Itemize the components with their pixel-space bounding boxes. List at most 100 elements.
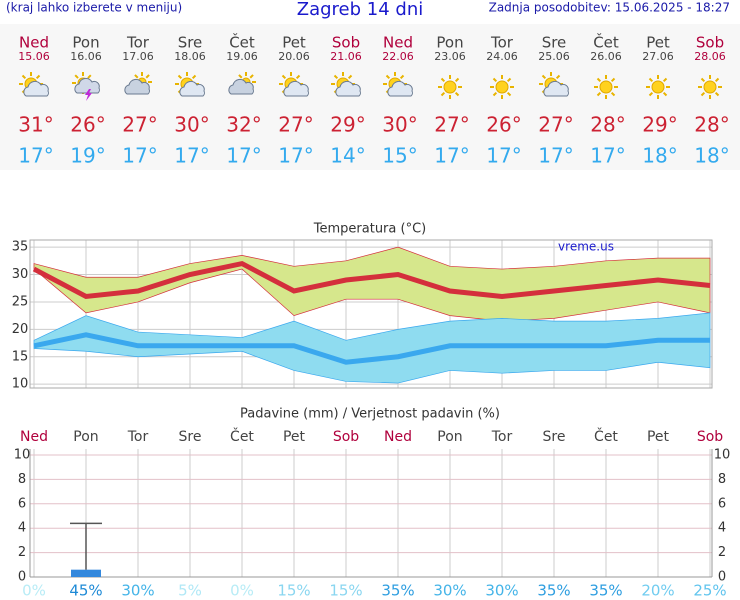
y-tick-label: 15 <box>12 349 29 364</box>
day-date: 25.06 <box>538 50 570 63</box>
sun-ray <box>555 74 561 80</box>
min-temperature: 17° <box>590 144 625 168</box>
sun-ray <box>145 74 150 79</box>
sun-ray <box>700 77 706 83</box>
x-tick-label: Tor <box>491 429 513 445</box>
x-tick-label: Čet <box>594 427 618 445</box>
sun-ray <box>249 74 254 79</box>
day-date: 22.06 <box>382 50 414 63</box>
sun-ray <box>610 77 616 83</box>
min-temperature: 17° <box>174 144 209 168</box>
day-date: 26.06 <box>590 50 622 63</box>
weather-icon <box>539 72 569 97</box>
sun-ray <box>238 74 243 79</box>
sun-ray <box>177 74 183 80</box>
sun-ray <box>281 74 287 80</box>
y-tick-label: 10 <box>14 448 31 463</box>
min-temperature: 18° <box>694 144 729 168</box>
min-temperature: 17° <box>486 144 521 168</box>
sun-ray <box>21 74 27 80</box>
y-tick-label: 8 <box>18 472 26 487</box>
sun-ray <box>399 74 405 80</box>
sun <box>443 80 457 94</box>
sun-ray <box>440 91 446 97</box>
cloud <box>543 80 569 97</box>
max-temperature: 30° <box>174 113 209 137</box>
probability-label: 15% <box>329 582 362 600</box>
y2-tick-label: 10 <box>714 448 731 463</box>
x-tick-label: Sob <box>697 429 723 445</box>
plot-frame <box>29 239 713 389</box>
temperature-band <box>33 312 711 384</box>
day-name: Pon <box>72 34 99 52</box>
weather-icon <box>383 72 413 97</box>
day-name: Pet <box>282 34 306 52</box>
y-tick-label: 0 <box>18 570 26 585</box>
weather-icon <box>331 72 361 97</box>
day-date: 19.06 <box>226 50 258 63</box>
y-tick-label: 35 <box>12 240 29 255</box>
probability-label: 35% <box>381 582 414 600</box>
day-name: Ned <box>383 34 413 52</box>
day-name: Tor <box>490 34 514 52</box>
y-tick-label: 6 <box>18 496 26 511</box>
max-temperature: 28° <box>590 113 625 137</box>
sun-ray <box>35 74 41 80</box>
probability-label: 25% <box>693 582 726 600</box>
day-date: 16.06 <box>70 50 102 63</box>
y-tick-label: 2 <box>18 545 26 560</box>
max-temperature: 27° <box>538 113 573 137</box>
sun-ray <box>74 74 79 79</box>
sun-ray <box>596 77 602 83</box>
day-date: 27.06 <box>642 50 674 63</box>
min-temperature: 17° <box>278 144 313 168</box>
min-temperature: 14° <box>330 144 365 168</box>
day-date: 18.06 <box>174 50 206 63</box>
sun-ray <box>134 74 139 79</box>
menu-note: (kraj lahko izberete v meniju) <box>6 1 182 15</box>
x-tick-label: Ned <box>20 429 48 445</box>
y2-tick-label: 6 <box>718 496 726 511</box>
sun-ray <box>454 91 460 97</box>
probability-label: 30% <box>121 582 154 600</box>
min-temperature: 17° <box>226 144 261 168</box>
min-temperature: 17° <box>18 144 53 168</box>
max-temperature: 26° <box>70 113 105 137</box>
sun <box>599 80 613 94</box>
cloud <box>283 80 309 97</box>
y2-tick-label: 4 <box>718 521 726 536</box>
day-name: Pet <box>646 34 670 52</box>
sun-ray <box>295 74 301 80</box>
day-name: Tor <box>126 34 150 52</box>
sun-ray <box>191 74 197 80</box>
annotation: vreme.us <box>558 240 614 254</box>
chart-title: Padavine (mm) / Verjetnost padavin (%) <box>240 407 500 422</box>
day-date: 15.06 <box>18 50 50 63</box>
probability-label: 20% <box>641 582 674 600</box>
sun-ray <box>662 77 668 83</box>
day-name: Sre <box>178 34 203 52</box>
y-tick-label: 30 <box>12 267 29 282</box>
y-tick-label: 25 <box>12 294 29 309</box>
probability-label: 35% <box>589 582 622 600</box>
day-name: Čet <box>229 33 255 52</box>
sun-ray <box>610 91 616 97</box>
weather-icon <box>124 72 152 95</box>
precipitation-bar <box>71 569 101 577</box>
forecast-background <box>0 24 740 170</box>
max-temperature: 29° <box>642 113 677 137</box>
day-name: Sob <box>332 34 360 52</box>
sun-ray <box>648 77 654 83</box>
sun <box>651 80 665 94</box>
weather-icon <box>698 75 722 99</box>
weather-icon <box>594 75 618 99</box>
sun-ray <box>333 74 339 80</box>
weather-icon <box>490 75 514 99</box>
temperature-line <box>32 260 711 300</box>
weather-icon <box>279 72 309 97</box>
x-tick-label: Ned <box>384 429 412 445</box>
max-temperature: 30° <box>382 113 417 137</box>
max-temperature: 27° <box>278 113 313 137</box>
day-date: 21.06 <box>330 50 362 63</box>
